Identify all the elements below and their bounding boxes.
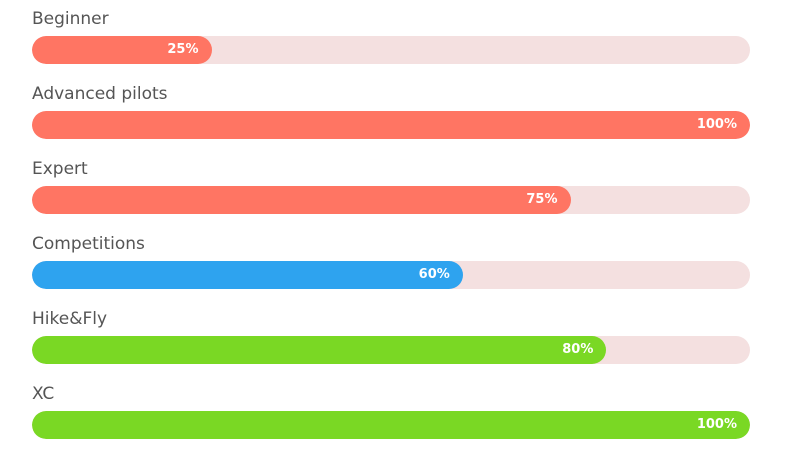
- skill-label: Advanced pilots: [32, 84, 168, 104]
- progress-track: 75%: [32, 186, 750, 214]
- progress-fill: 100%: [32, 411, 750, 439]
- skill-xc: XC 100%: [32, 384, 750, 439]
- progress-value: 60%: [418, 267, 450, 282]
- skill-expert: Expert 75%: [32, 159, 750, 214]
- skill-competitions: Competitions 60%: [32, 234, 750, 289]
- progress-track: 100%: [32, 411, 750, 439]
- progress-fill: 25%: [32, 36, 212, 64]
- skill-hike-and-fly: Hike&Fly 80%: [32, 309, 750, 364]
- progress-value: 80%: [562, 342, 594, 357]
- progress-fill: 60%: [32, 261, 463, 289]
- progress-fill: 100%: [32, 111, 750, 139]
- skill-advanced-pilots: Advanced pilots 100%: [32, 84, 750, 139]
- skill-label: XC: [32, 384, 55, 404]
- progress-value: 100%: [696, 117, 737, 132]
- progress-value: 75%: [526, 192, 558, 207]
- skill-label: Competitions: [32, 234, 145, 254]
- progress-track: 25%: [32, 36, 750, 64]
- progress-track: 100%: [32, 111, 750, 139]
- progress-track: 80%: [32, 336, 750, 364]
- progress-track: 60%: [32, 261, 750, 289]
- progress-value: 25%: [167, 42, 199, 57]
- skill-label: Expert: [32, 159, 88, 179]
- skill-beginner: Beginner 25%: [32, 9, 750, 64]
- skill-label: Hike&Fly: [32, 309, 108, 329]
- progress-value: 100%: [696, 417, 737, 432]
- progress-fill: 75%: [32, 186, 571, 214]
- skill-label: Beginner: [32, 9, 109, 29]
- progress-fill: 80%: [32, 336, 607, 364]
